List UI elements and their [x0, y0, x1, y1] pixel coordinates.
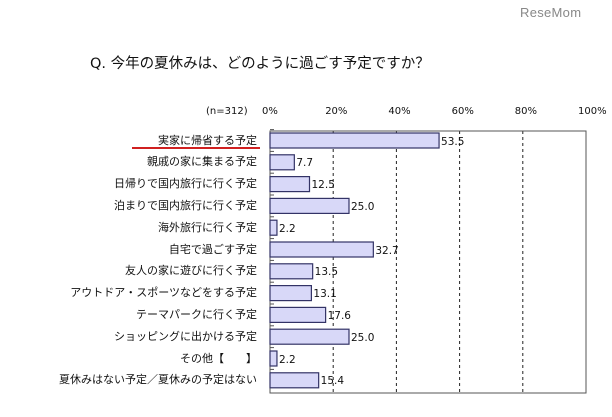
category-label: 親戚の家に集まる予定: [147, 155, 257, 169]
category-label: ショッピングに出かける予定: [114, 329, 257, 343]
category-label: その他【 】: [180, 351, 257, 365]
x-tick-label: 0%: [262, 106, 278, 117]
category-label: 泊まりで国内旅行に行く予定: [114, 198, 257, 212]
data-label: 25.0: [351, 331, 375, 344]
x-tick-label: 40%: [388, 106, 411, 117]
data-label: 53.5: [441, 135, 465, 148]
x-tick-label: 100%: [578, 106, 607, 117]
bar: [269, 263, 314, 280]
category-label: 海外旅行に行く予定: [158, 220, 257, 234]
category-label: アウトドア・スポーツなどをする予定: [70, 286, 257, 300]
resemom-logo: ReseMom: [520, 5, 582, 20]
chart-title: Q. 今年の夏休みは、どのように過ごす予定ですか？: [90, 56, 430, 72]
sample-size-label: (n=312): [206, 106, 248, 117]
data-label: 15.4: [320, 375, 345, 388]
data-label: 25.0: [351, 200, 375, 213]
highlight-underline: [132, 147, 260, 149]
data-label: 13.1: [313, 288, 337, 301]
bar: [269, 197, 350, 214]
category-label: テーマパークに行く予定: [136, 307, 257, 321]
category-label: 夏休みはない予定／夏休みの予定はない: [59, 373, 257, 387]
data-label: 12.5: [311, 179, 335, 192]
category-label: 実家に帰省する予定: [158, 133, 257, 147]
bar: [269, 372, 320, 389]
category-label: 自宅で過ごす予定: [168, 242, 257, 256]
data-label: 2.2: [278, 222, 296, 235]
bar: [269, 285, 312, 302]
data-label: 32.7: [375, 244, 399, 257]
category-label: 友人の家に遊びに行く予定: [125, 264, 257, 278]
data-label: 13.5: [314, 266, 339, 279]
bar: [269, 219, 278, 236]
x-tick-label: 20%: [325, 106, 348, 117]
x-tick-label: 80%: [514, 106, 538, 117]
bar: [269, 132, 440, 149]
bar: [269, 154, 295, 171]
plot-border: [269, 130, 587, 394]
bar: [269, 328, 350, 345]
data-label: 7.7: [296, 157, 314, 170]
bar: [269, 176, 311, 193]
category-label: 日帰りで国内旅行に行く予定: [114, 177, 257, 191]
x-tick-label: 60%: [451, 106, 474, 117]
bar: [269, 306, 327, 323]
bar: [269, 350, 278, 367]
data-label: 17.6: [327, 309, 351, 322]
data-label: 2.2: [278, 353, 296, 366]
bar: [269, 241, 374, 258]
